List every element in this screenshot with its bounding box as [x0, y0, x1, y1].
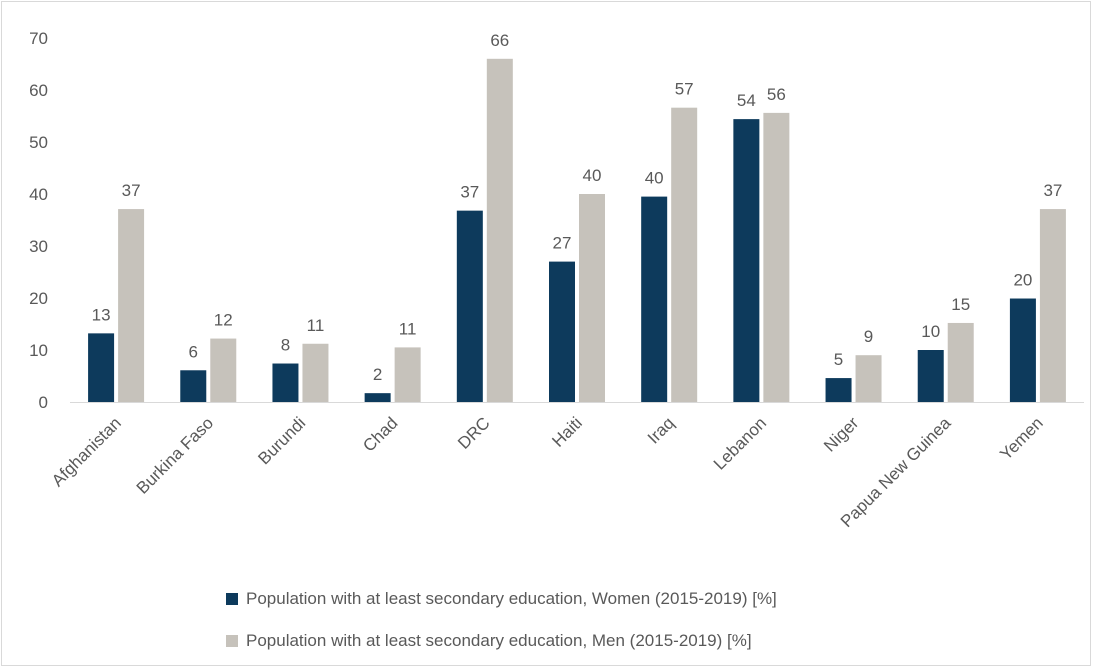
bar-women — [364, 393, 391, 402]
bar-women — [733, 119, 760, 403]
data-label-men: 37 — [1043, 181, 1062, 200]
bar-men — [302, 343, 329, 402]
data-label-women: 10 — [921, 322, 940, 341]
bar-men — [394, 347, 421, 402]
bar-men — [579, 194, 605, 402]
data-label-women: 20 — [1013, 271, 1032, 290]
bar-women — [180, 370, 207, 402]
legend-label-men: Population with at least secondary educa… — [246, 631, 752, 650]
bars-group — [88, 58, 1066, 403]
bar-men — [671, 107, 698, 403]
x-tick-label: Lebanon — [710, 413, 770, 473]
data-labels-group: 13 37 6 12 8 11 2 11 37 66 27 40 40 57 54 56 5 9 10 15 20 37 — [92, 31, 1063, 384]
bar-men — [1039, 209, 1066, 402]
data-label-men: 9 — [864, 327, 873, 346]
x-tick-label: Burkina Faso — [133, 413, 217, 497]
bar-women — [825, 378, 852, 402]
data-label-men: 15 — [951, 295, 970, 314]
x-tick-label: Afghanistan — [48, 413, 125, 490]
y-tick-label: 20 — [29, 289, 48, 308]
y-tick-label: 10 — [29, 341, 48, 360]
x-tick-label: Iraq — [644, 413, 678, 447]
data-label-men: 11 — [307, 316, 325, 335]
x-tick-label: Haiti — [548, 413, 585, 450]
data-label-women: 8 — [281, 336, 290, 355]
legend: Population with at least secondary educa… — [226, 586, 777, 670]
x-tick-label: Burundi — [254, 413, 309, 468]
x-axis: Afghanistan Burkina Faso Burundi Chad DRC Hai… — [48, 413, 1047, 531]
data-label-men: 11 — [399, 319, 417, 338]
bar-men — [118, 209, 145, 402]
data-label-women: 13 — [92, 305, 111, 324]
y-tick-label: 0 — [39, 393, 48, 412]
data-label-women: 2 — [373, 365, 382, 384]
data-label-women: 27 — [553, 234, 572, 253]
data-label-women: 5 — [834, 350, 843, 369]
y-tick-label: 40 — [29, 185, 48, 204]
data-label-men: 66 — [490, 31, 509, 50]
bar-women — [456, 210, 483, 402]
bar-women — [272, 363, 299, 402]
data-label-men: 37 — [122, 181, 141, 200]
y-tick-label: 50 — [29, 133, 48, 152]
bar-men — [763, 112, 790, 402]
x-tick-label: Yemen — [996, 413, 1046, 463]
bar-women — [641, 196, 668, 402]
bar-men — [947, 322, 974, 402]
data-label-men: 57 — [675, 80, 694, 99]
bar-women — [917, 350, 944, 402]
bar-men — [486, 58, 513, 403]
x-tick-label: Chad — [359, 413, 401, 455]
legend-item-women: Population with at least secondary educa… — [226, 586, 777, 612]
legend-swatch-men — [226, 635, 238, 647]
bar-men — [855, 355, 882, 402]
y-tick-label: 60 — [29, 81, 48, 100]
legend-swatch-women — [226, 593, 238, 605]
data-label-women: 37 — [460, 183, 479, 202]
bar-men — [210, 338, 237, 402]
data-label-men: 12 — [214, 311, 233, 330]
bar-women — [88, 333, 115, 402]
y-tick-label: 30 — [29, 237, 48, 256]
legend-item-men: Population with at least secondary educa… — [226, 628, 777, 654]
y-tick-label: 70 — [29, 29, 48, 48]
data-label-women: 6 — [189, 342, 198, 361]
y-axis: 0 10 20 30 40 50 60 70 — [29, 29, 48, 412]
data-label-men: 56 — [767, 85, 786, 104]
x-tick-label: Niger — [820, 413, 862, 455]
data-label-women: 54 — [737, 91, 756, 110]
data-label-men: 40 — [583, 166, 602, 185]
data-label-women: 40 — [645, 169, 664, 188]
bar-women — [1009, 298, 1036, 402]
x-tick-label: DRC — [454, 413, 493, 452]
legend-label-women: Population with at least secondary educa… — [246, 589, 777, 608]
bar-women — [549, 261, 575, 402]
